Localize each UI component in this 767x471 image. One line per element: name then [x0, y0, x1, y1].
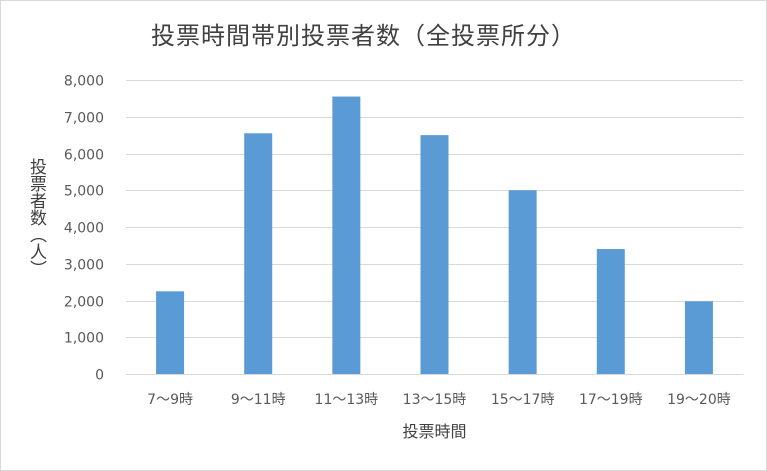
bar [156, 291, 185, 374]
x-tick-labels: 7～9時 9～11時 11～13時 13～15時 15～17時 17～19時 19～20時 [147, 392, 731, 408]
x-axis-label: 投票時間 [402, 422, 467, 441]
bar [244, 133, 273, 374]
x-tick-label: 17～19時 [579, 392, 643, 408]
x-tick-label: 13～15時 [403, 392, 467, 408]
y-axis-label: 投票者数（人） [26, 158, 46, 277]
x-tick-label: 9～11時 [231, 392, 286, 408]
bar [508, 190, 537, 374]
chart-title: 投票時間帯別投票者数（全投票所分） [151, 22, 576, 50]
x-tick-label: 7～9時 [147, 392, 193, 408]
y-tick-label: 7,000 [64, 111, 104, 127]
y-tick-labels: 0 1,000 2,000 3,000 4,000 5,000 6,000 7,000 8,00… [64, 74, 104, 384]
bar [596, 249, 625, 374]
y-tick-label: 4,000 [64, 221, 104, 237]
y-tick-label: 3,000 [64, 258, 104, 274]
y-tick-label: 8,000 [64, 74, 104, 90]
x-tick-label: 15～17時 [491, 392, 555, 408]
bars [156, 96, 713, 374]
y-tick-label: 1,000 [64, 331, 104, 347]
y-tick-label: 5,000 [64, 184, 104, 200]
bar [420, 135, 449, 374]
y-tick-label: 6,000 [64, 148, 104, 164]
bar [332, 96, 361, 374]
x-tick-label: 11～13時 [315, 392, 379, 408]
y-tick-label: 2,000 [64, 295, 104, 311]
x-tick-label: 19～20時 [667, 392, 731, 408]
bar [684, 301, 713, 374]
y-tick-label: 0 [95, 368, 104, 384]
